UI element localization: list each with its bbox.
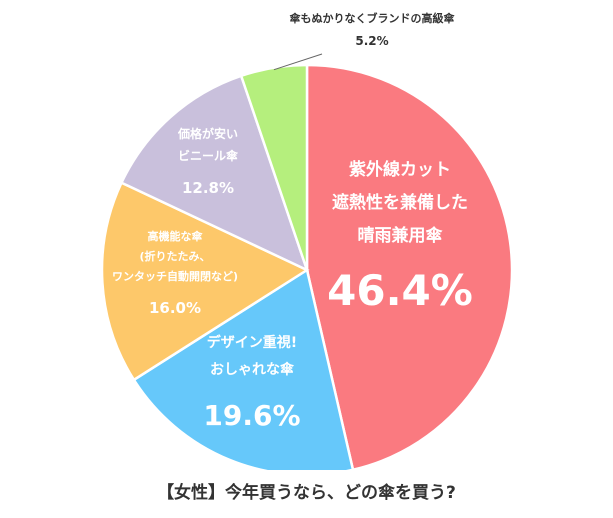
slice-label: 傘もぬかりなくブランドの高級傘 <box>290 11 456 25</box>
slice-value-label: 16.0% <box>149 299 201 317</box>
slice-value-label: 12.8% <box>182 179 234 197</box>
slice-value-label: 46.4% <box>327 266 473 315</box>
slice-label: 紫外線カット遮熱性を兼備した晴雨兼用傘 <box>332 159 468 246</box>
slice-value-label: 19.6% <box>203 399 300 432</box>
pie-slice <box>132 267 355 470</box>
slice-label: 高機能な傘(折りたたみ、ワンタッチ自動開閉など) <box>112 229 238 283</box>
slice-value-label: 5.2% <box>355 34 388 48</box>
pie-slice <box>119 74 310 273</box>
pie-slice <box>239 63 309 271</box>
slice-label: デザイン重視!おしゃれな傘 <box>207 334 297 378</box>
pie-slice <box>305 63 514 470</box>
pie-chart: 紫外線カット遮熱性を兼備した晴雨兼用傘 46.4% デザイン重視!おしゃれな傘 19.… <box>100 11 514 470</box>
chart-title: 【女性】今年買うなら、どの傘を買う? <box>157 483 456 503</box>
leader-line <box>273 53 323 71</box>
pie-slice <box>100 181 310 382</box>
slice-label: 価格が安いビニール傘 <box>177 126 239 163</box>
